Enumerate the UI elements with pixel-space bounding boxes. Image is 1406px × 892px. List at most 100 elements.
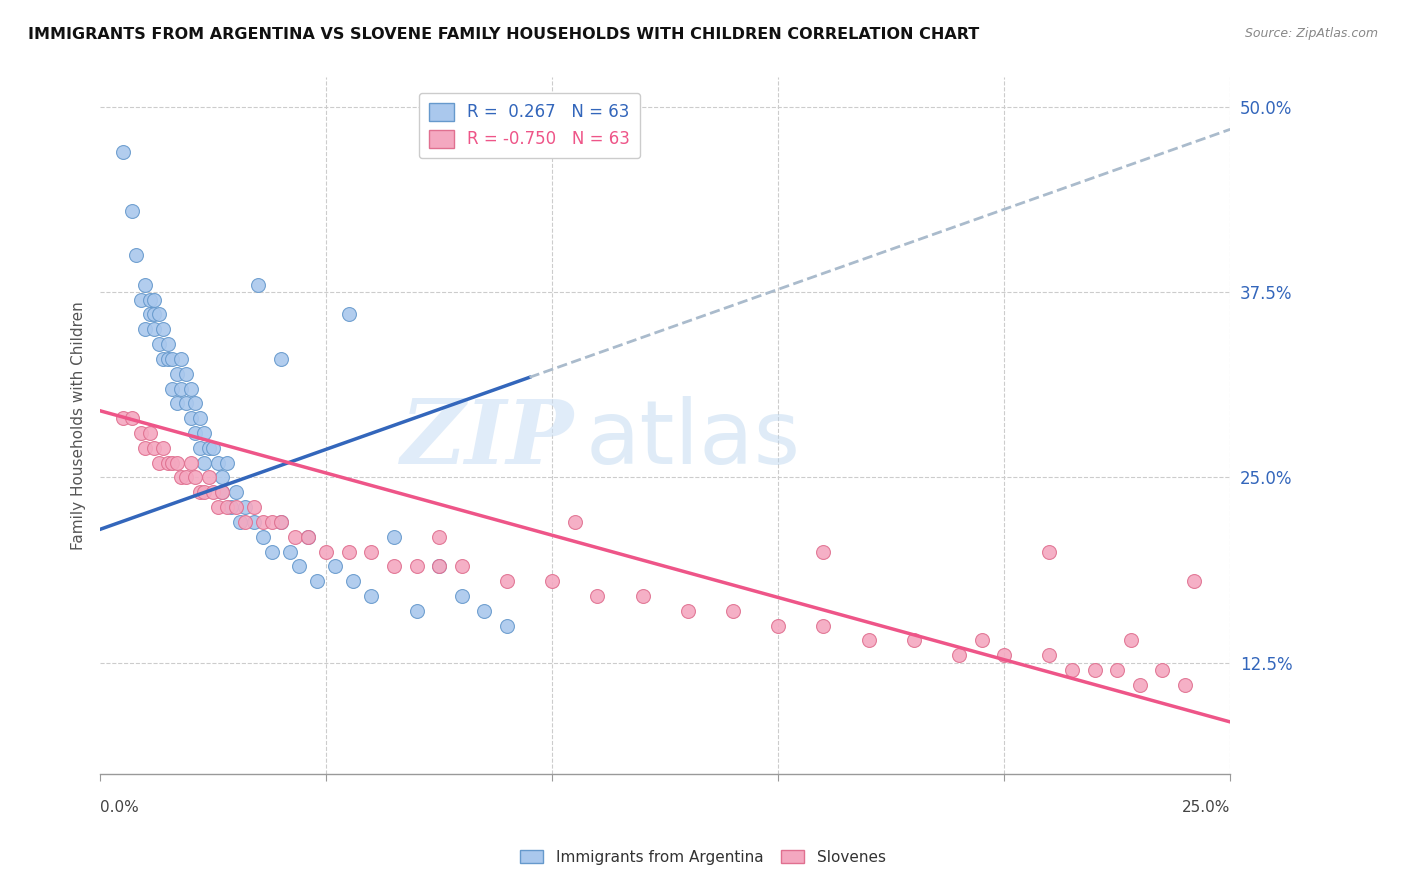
Point (496, 574, 519, 589)
Point (903, 633, 925, 648)
Point (858, 633, 880, 648)
Point (152, 351, 174, 366)
Point (121, 203, 143, 218)
Point (121, 411, 143, 425)
Point (278, 544, 301, 558)
Point (252, 515, 274, 529)
Point (170, 382, 193, 396)
Point (541, 574, 564, 589)
Legend: Immigrants from Argentina, Slovenes: Immigrants from Argentina, Slovenes (515, 844, 891, 871)
Point (188, 411, 211, 425)
Point (813, 544, 835, 558)
Point (211, 470, 233, 484)
Point (162, 456, 184, 470)
Point (215, 500, 238, 514)
Point (450, 589, 472, 603)
Point (225, 500, 247, 514)
Point (219, 500, 242, 514)
Point (143, 308, 166, 322)
Point (180, 411, 202, 425)
Point (156, 351, 179, 366)
Text: atlas: atlas (586, 396, 801, 483)
Point (166, 367, 188, 381)
Point (631, 589, 654, 603)
Point (1038, 648, 1060, 663)
Point (225, 485, 247, 500)
Point (450, 559, 472, 574)
Point (125, 248, 148, 262)
Point (139, 425, 162, 440)
Point (1182, 574, 1205, 589)
Point (1084, 663, 1107, 677)
Point (111, 411, 134, 425)
Point (970, 633, 993, 648)
Point (243, 500, 266, 514)
Point (233, 500, 256, 514)
Point (148, 308, 170, 322)
Point (427, 559, 450, 574)
Text: Source: ZipAtlas.com: Source: ZipAtlas.com (1244, 27, 1378, 40)
Point (184, 425, 207, 440)
Point (252, 530, 274, 544)
Text: ZIP: ZIP (401, 396, 575, 483)
Point (174, 396, 197, 410)
Point (1107, 663, 1129, 677)
Point (243, 515, 266, 529)
Point (948, 648, 970, 663)
Point (270, 351, 292, 366)
Point (143, 322, 166, 336)
Point (405, 559, 427, 574)
Point (148, 337, 170, 351)
Point (288, 559, 311, 574)
Point (315, 544, 337, 558)
Point (162, 382, 184, 396)
Point (156, 456, 179, 470)
Point (184, 396, 207, 410)
Point (143, 293, 166, 307)
Point (993, 648, 1015, 663)
Point (270, 515, 292, 529)
Point (564, 515, 586, 529)
Point (427, 530, 450, 544)
Point (197, 441, 219, 455)
Point (1174, 678, 1197, 692)
Point (360, 544, 382, 558)
Point (283, 530, 305, 544)
Point (134, 322, 156, 336)
Point (260, 544, 283, 558)
Point (193, 456, 215, 470)
Point (1060, 663, 1083, 677)
Point (170, 351, 193, 366)
Point (202, 441, 225, 455)
Point (215, 456, 238, 470)
Text: 0.0%: 0.0% (100, 800, 139, 815)
Point (813, 618, 835, 632)
Point (297, 530, 319, 544)
Point (405, 604, 427, 618)
Point (111, 145, 134, 159)
Point (197, 470, 219, 484)
Point (193, 425, 215, 440)
Point (211, 485, 233, 500)
Point (139, 308, 162, 322)
Legend: R =  0.267   N = 63, R = -0.750   N = 63: R = 0.267 N = 63, R = -0.750 N = 63 (419, 93, 640, 159)
Point (323, 559, 346, 574)
Point (134, 277, 156, 292)
Point (1038, 544, 1060, 558)
Point (180, 382, 202, 396)
Point (427, 559, 450, 574)
Point (152, 441, 174, 455)
Point (260, 515, 283, 529)
Point (152, 322, 174, 336)
Point (307, 574, 329, 589)
Point (1152, 663, 1174, 677)
Point (382, 559, 405, 574)
Point (162, 351, 184, 366)
Point (188, 485, 211, 500)
Text: 25.0%: 25.0% (1182, 800, 1230, 815)
Point (174, 470, 197, 484)
Point (676, 604, 699, 618)
Point (156, 337, 179, 351)
Point (148, 456, 170, 470)
Point (342, 574, 364, 589)
